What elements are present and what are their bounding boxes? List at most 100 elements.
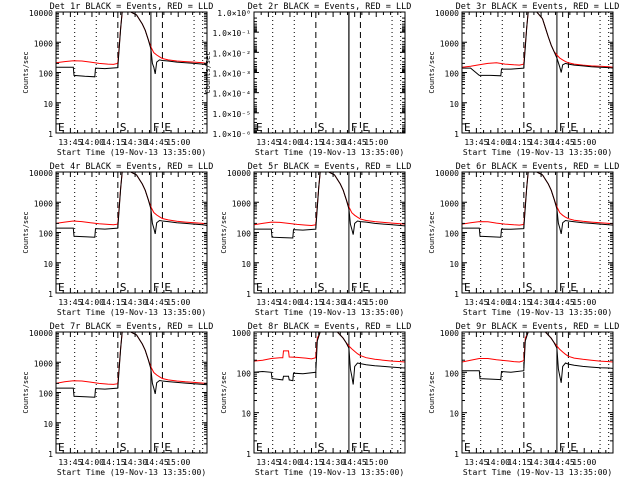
series-line-lld xyxy=(56,12,207,65)
x-tick-label: 15:00 xyxy=(166,298,190,307)
series-line-events xyxy=(254,172,405,239)
time-marker-label: E xyxy=(464,281,471,294)
x-tick-label: 13:45 xyxy=(58,138,82,147)
time-marker-label: F xyxy=(351,281,358,294)
panel-det-2: E S F E1.0×10⁻⁶1.0×10⁻⁵1.0×10⁻⁴1.0×10⁻³1.0×… xyxy=(204,2,411,157)
y-axis: 1 10 100 1000 10000 xyxy=(29,9,207,139)
time-marker-label: E xyxy=(58,121,65,134)
x-tick-label: 14:15 xyxy=(299,138,323,147)
panel-det-6: E S F E11010010001000013:4514:0014:1514:301… xyxy=(428,162,619,317)
time-marker-label: F xyxy=(153,121,160,134)
time-marker-label: S xyxy=(526,441,533,454)
x-tick-label: 15:00 xyxy=(166,138,190,147)
series-group xyxy=(462,12,613,77)
x-tick-label: 14:30 xyxy=(321,138,345,147)
x-tick-label: 14:30 xyxy=(123,138,147,147)
time-marker-label: F xyxy=(153,281,160,294)
y-tick-label: 10000 xyxy=(435,9,459,18)
y-tick-label: 100 xyxy=(39,390,54,399)
time-marker-label: E xyxy=(164,441,171,454)
y-tick-label: 1000 xyxy=(232,199,251,208)
y-tick-label: 1 xyxy=(454,130,459,139)
plot-frame xyxy=(253,11,406,134)
y-tick-label: 10 xyxy=(43,260,53,269)
x-tick-label: 13:45 xyxy=(256,458,280,467)
time-marker-label: E xyxy=(570,281,577,294)
x-tick-label: 13:45 xyxy=(256,138,280,147)
y-axis: 1 10 100 1000 10000 xyxy=(435,9,613,139)
x-axis-label: Start Time (19-Nov-13 13:35:00) xyxy=(463,308,612,317)
plot-frame xyxy=(461,11,614,134)
time-marker-label: E xyxy=(164,281,171,294)
x-tick-label: 15:00 xyxy=(572,458,596,467)
time-marker-label: S xyxy=(526,121,533,134)
plot-frame xyxy=(461,331,614,454)
plot-frame xyxy=(253,331,406,454)
x-tick-label: 14:00 xyxy=(486,138,510,147)
time-marker-label: E xyxy=(58,441,65,454)
x-tick-label: 15:00 xyxy=(572,298,596,307)
series-group xyxy=(462,172,613,238)
y-axis: 1 10 100 1000 10000 xyxy=(435,169,613,299)
x-tick-label: 14:30 xyxy=(529,458,553,467)
series-line-events xyxy=(56,332,207,398)
time-marker-label: E xyxy=(464,441,471,454)
time-marker-label: S xyxy=(120,441,127,454)
series-group xyxy=(56,12,207,78)
y-tick-label: 10 xyxy=(449,410,459,419)
x-tick-label: 14:45 xyxy=(343,138,367,147)
x-axis-label: Start Time (19-Nov-13 13:35:00) xyxy=(255,308,404,317)
time-marker-label: E xyxy=(362,281,369,294)
series-line-lld xyxy=(462,12,613,68)
x-axis-label: Start Time (19-Nov-13 13:35:00) xyxy=(463,148,612,157)
time-marker-label: S xyxy=(120,121,127,134)
y-tick-label: 1 xyxy=(48,130,53,139)
series-line-lld xyxy=(254,332,405,363)
x-tick-label: 14:00 xyxy=(486,298,510,307)
series-line-lld xyxy=(462,172,613,226)
x-tick-label: 14:15 xyxy=(299,458,323,467)
y-tick-label: 100 xyxy=(39,70,54,79)
panel-det-7: E S F E11010010001000013:4514:0014:1514:301… xyxy=(22,322,213,477)
y-tick-label: 1.0×10⁻¹ xyxy=(212,29,251,38)
y-tick-label: 1.0×10⁻⁶ xyxy=(212,130,251,139)
x-tick-label: 14:45 xyxy=(145,138,169,147)
y-axis-label: Counts/sec xyxy=(428,51,436,93)
y-tick-label: 1 xyxy=(246,450,251,459)
x-axis-label: Start Time (19-Nov-13 13:35:00) xyxy=(463,468,612,477)
time-marker-label: E xyxy=(464,121,471,134)
y-tick-label: 100 xyxy=(237,369,252,378)
time-marker-label: S xyxy=(318,121,325,134)
y-tick-label: 1.0×10⁻⁵ xyxy=(212,110,251,119)
series-line-events xyxy=(462,332,613,383)
plot-frame xyxy=(55,331,208,454)
series-group xyxy=(254,172,405,239)
x-tick-label: 14:00 xyxy=(278,298,302,307)
y-axis-label: Counts/sec xyxy=(428,211,436,253)
time-marker-label: E xyxy=(362,441,369,454)
time-marker-label: S xyxy=(318,441,325,454)
series-line-events xyxy=(254,332,405,385)
panel-title: Det 8r BLACK = Events, RED = LLD xyxy=(248,322,412,332)
x-tick-label: 14:00 xyxy=(80,298,104,307)
x-tick-label: 14:45 xyxy=(343,298,367,307)
x-tick-label: 14:15 xyxy=(101,138,125,147)
x-tick-label: 13:45 xyxy=(464,298,488,307)
time-marker-label: E xyxy=(570,121,577,134)
panel-title: Det 2r BLACK = Events, RED = LLD xyxy=(248,2,412,12)
y-tick-label: 100 xyxy=(445,369,460,378)
panel-title: Det 4r BLACK = Events, RED = LLD xyxy=(50,162,214,172)
x-tick-label: 14:00 xyxy=(278,458,302,467)
x-tick-label: 14:15 xyxy=(101,458,125,467)
y-tick-label: 1 xyxy=(48,450,53,459)
y-tick-label: 1000 xyxy=(34,359,53,368)
